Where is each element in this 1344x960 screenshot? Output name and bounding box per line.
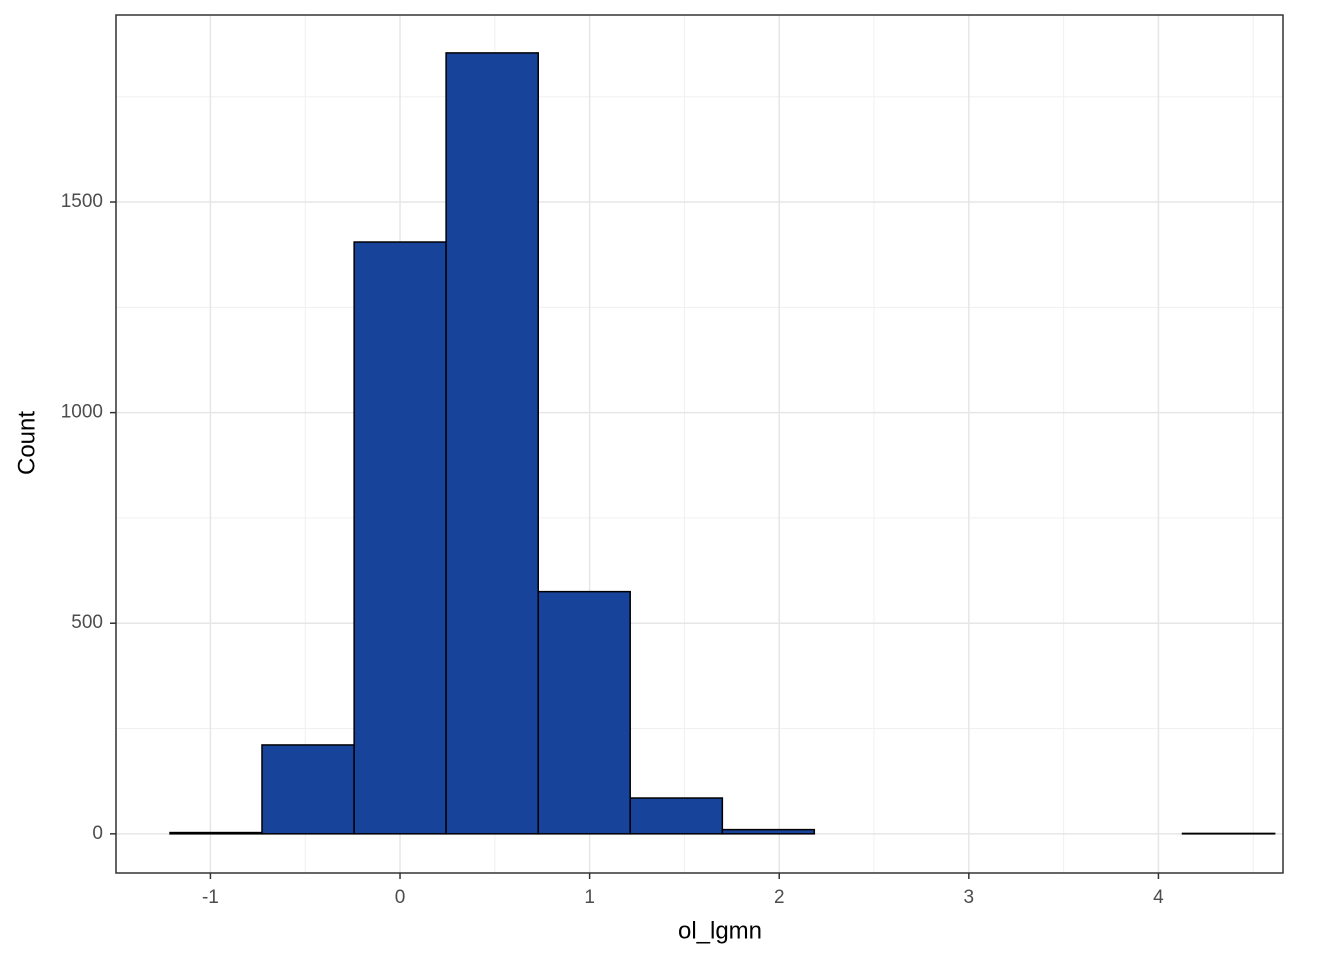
bar [537,590,631,835]
y-tick-label: 500 [71,612,103,633]
bar [629,797,724,835]
x-tick-label: 1 [584,887,595,908]
bar [169,831,263,835]
x-tick-label: -1 [202,887,219,908]
y-tick-label: 1500 [61,191,103,212]
bar [721,828,816,835]
bar [261,744,355,835]
bar [445,52,539,835]
x-tick-label: 4 [1153,887,1164,908]
y-tick-label: 0 [92,823,103,844]
y-tick-label: 1000 [61,402,103,423]
x-tick-label: 0 [395,887,406,908]
x-axis-title: ol_lgmn [678,917,762,944]
x-tick-label: 2 [774,887,785,908]
bar [353,241,447,835]
y-axis-title: Count [13,411,40,475]
x-tick-label: 3 [964,887,975,908]
plot-border [115,14,1284,874]
